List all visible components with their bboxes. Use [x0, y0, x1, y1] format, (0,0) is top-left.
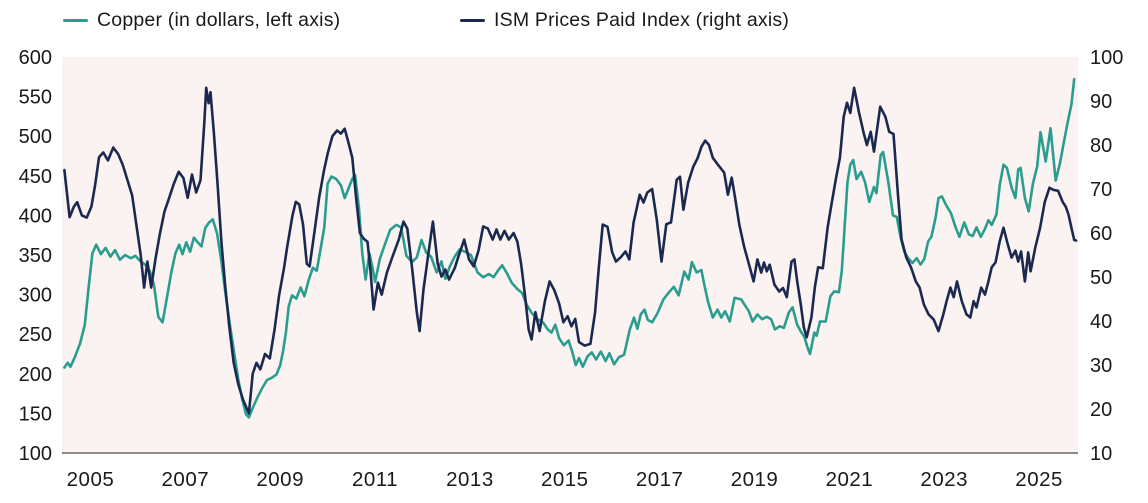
right-axis-tick-label: 20 — [1090, 399, 1112, 421]
right-axis-tick-label: 30 — [1090, 355, 1112, 377]
x-axis-tick-label: 2019 — [731, 468, 779, 491]
x-axis-tick-label: 2011 — [352, 468, 398, 491]
x-axis-tick-label: 2023 — [920, 468, 968, 491]
left-axis-tick-label: 500 — [19, 126, 52, 148]
left-axis-tick-label: 150 — [19, 403, 52, 425]
x-axis-tick-label: 2015 — [541, 468, 589, 491]
x-axis-tick-label: 2017 — [636, 468, 684, 491]
plot-background — [62, 57, 1078, 452]
right-axis-tick-label: 60 — [1090, 223, 1112, 245]
left-axis-tick-label: 450 — [19, 166, 52, 188]
right-axis-tick-label: 70 — [1090, 179, 1112, 201]
left-axis-tick-label: 350 — [19, 245, 52, 267]
left-axis-tick-label: 550 — [19, 87, 52, 109]
right-axis-tick-label: 100 — [1090, 47, 1123, 69]
x-axis-tick-label: 2021 — [826, 468, 874, 491]
right-axis-tick-label: 80 — [1090, 135, 1112, 157]
left-axis-tick-label: 200 — [19, 364, 52, 386]
x-axis-tick-label: 2009 — [256, 468, 304, 491]
ism-legend-label: ISM Prices Paid Index (right axis) — [494, 8, 790, 31]
right-axis-tick-label: 10 — [1090, 443, 1112, 465]
ism-line — [63, 86, 1078, 415]
right-axis-tick-label: 90 — [1090, 91, 1112, 113]
right-axis-tick-label: 50 — [1090, 267, 1112, 289]
x-axis-tick-label: 2005 — [67, 468, 115, 491]
copper-line-swatch — [63, 18, 88, 22]
left-axis-tick-label: 250 — [19, 324, 52, 346]
legend-item-copper: Copper (in dollars, left axis) — [63, 6, 340, 34]
x-axis-tick-label: 2025 — [1015, 468, 1063, 491]
left-axis-tick-label: 400 — [19, 205, 52, 227]
copper-line — [63, 77, 1076, 419]
copper-legend-label: Copper (in dollars, left axis) — [97, 8, 341, 31]
x-axis-tick-label: 2007 — [162, 468, 210, 491]
x-axis-tick-label: 2013 — [446, 468, 494, 491]
legend: Copper (in dollars, left axis) ISM Price… — [0, 6, 1148, 34]
legend-item-ism: ISM Prices Paid Index (right axis) — [460, 6, 789, 34]
right-axis-tick-label: 40 — [1090, 311, 1112, 333]
ism-line-swatch — [460, 18, 485, 22]
left-axis-tick-label: 600 — [19, 47, 52, 69]
left-axis-tick-label: 300 — [19, 285, 52, 307]
left-axis-tick-label: 100 — [19, 443, 52, 465]
